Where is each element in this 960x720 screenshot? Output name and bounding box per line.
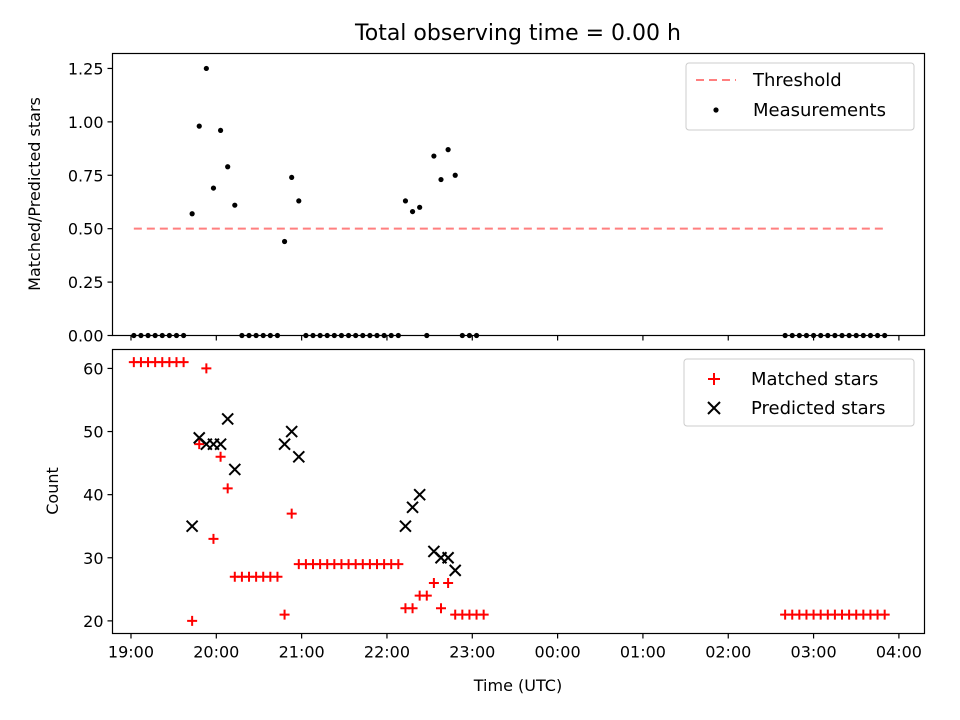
bottom-y-tick-label: 30	[83, 549, 103, 568]
predicted-stars-point	[292, 450, 305, 463]
bottom-x-tick-label: 01:00	[620, 643, 666, 662]
top-y-tick-label: 0.75	[68, 166, 104, 185]
predicted-stars-point	[228, 463, 242, 476]
bottom-panel-marks	[128, 357, 890, 626]
bottom-panel-frame	[111, 348, 926, 635]
measurements-point	[452, 172, 458, 178]
bottom-x-tick-label: 00:00	[535, 643, 581, 662]
top-panel-frame	[111, 52, 926, 337]
matched-legend-label: Matched stars	[751, 369, 878, 390]
measurements-legend-swatch	[713, 107, 719, 113]
matched-stars-point	[194, 439, 205, 450]
matched-stars-point	[421, 590, 432, 601]
matched-stars-point	[443, 578, 454, 589]
bottom-y-tick-label: 20	[83, 612, 103, 631]
measurements-point	[409, 208, 416, 215]
measurements-point	[196, 123, 202, 129]
top-y-tick-label: 1.25	[68, 59, 104, 78]
bottom-panel-ticks: 19:00 20:00 21:00 22:00 23:00 00:00 01:00 02:00…	[83, 359, 922, 661]
predicted-stars-point	[185, 520, 199, 533]
matched-stars-point	[428, 578, 439, 589]
matched-stars-point	[208, 533, 219, 544]
predicted-stars-point	[221, 412, 234, 426]
top-legend: Threshold Measurements	[685, 62, 915, 131]
bottom-x-tick-label: 20:00	[193, 643, 239, 662]
matched-stars-point	[201, 363, 212, 374]
bottom-x-tick-label: 21:00	[279, 643, 325, 662]
bottom-y-tick-label: 50	[83, 423, 103, 442]
measurements-point	[203, 65, 209, 72]
top-panel: 0.00 0.25 0.50 0.75 1.00 1.25 Matched/Predict…	[25, 52, 926, 346]
measurements-point	[431, 153, 437, 159]
measurements-point	[289, 174, 295, 181]
measurements-point	[210, 185, 217, 191]
top-legend-box	[685, 62, 915, 131]
bottom-panel-ylabel: Count	[43, 467, 62, 515]
top-y-tick-label: 1.00	[68, 113, 104, 132]
matched-stars-point	[393, 559, 404, 570]
predicted-stars-point	[449, 564, 462, 577]
bottom-legend: Matched stars Predicted stars	[683, 358, 915, 427]
matched-stars-point	[272, 571, 283, 582]
predicted-stars-point	[285, 425, 298, 438]
threshold-legend-label: Threshold	[752, 70, 842, 91]
measurements-point	[217, 127, 224, 134]
measurements-legend-label: Measurements	[753, 100, 886, 121]
bottom-legend-box	[683, 358, 915, 427]
measurements-point	[296, 198, 302, 204]
matched-stars-point	[407, 603, 418, 614]
top-y-tick-label: 0.00	[68, 327, 104, 346]
matched-stars-point	[178, 357, 189, 368]
bottom-x-tick-label: 19:00	[108, 643, 154, 662]
bottom-x-tick-label: 22:00	[364, 643, 410, 662]
predicted-stars-point	[214, 437, 227, 451]
measurements-point	[402, 198, 409, 204]
bottom-x-tick-label: 02:00	[705, 643, 751, 662]
matched-stars-point	[187, 615, 198, 626]
matched-legend-swatch	[708, 373, 720, 385]
predicted-stars-point	[406, 501, 419, 514]
measurements-point	[417, 204, 423, 210]
bottom-x-tick-label: 03:00	[791, 643, 837, 662]
predicted-stars-point	[278, 437, 291, 451]
bottom-x-tick-label: 23:00	[449, 643, 495, 662]
predicted-legend-swatch	[707, 401, 721, 415]
matched-stars-point	[435, 603, 446, 614]
measurements-point	[281, 238, 288, 245]
measurements-point	[445, 147, 451, 153]
matched-stars-point	[279, 609, 290, 620]
matched-stars-point	[879, 609, 890, 620]
measurements-point	[438, 176, 444, 183]
predicted-stars-point	[399, 520, 412, 533]
predicted-stars-point	[413, 488, 426, 501]
bottom-y-tick-label: 40	[83, 486, 103, 505]
bottom-y-tick-label: 60	[83, 359, 103, 378]
matched-stars-point	[478, 609, 489, 620]
measurements-point	[225, 164, 231, 170]
top-panel-ylabel: Matched/Predicted stars	[25, 97, 44, 291]
top-y-tick-label: 0.50	[68, 220, 104, 239]
bottom-panel: 19:00 20:00 21:00 22:00 23:00 00:00 01:00 02:00…	[43, 348, 926, 695]
matched-stars-point	[286, 508, 297, 519]
measurements-point	[189, 211, 195, 217]
top-y-tick-label: 0.25	[68, 273, 104, 292]
measurements-point	[232, 202, 238, 208]
predicted-legend-label: Predicted stars	[751, 398, 885, 419]
bottom-x-tick-label: 04:00	[876, 643, 922, 662]
chart-title: Total observing time = 0.00 h	[354, 21, 681, 46]
top-panel-ticks: 0.00 0.25 0.50 0.75 1.00 1.25	[68, 59, 900, 346]
matched-stars-point	[222, 483, 233, 494]
predicted-stars-point	[441, 551, 455, 564]
matched-stars-point	[215, 451, 226, 462]
bottom-panel-xlabel: Time (UTC)	[473, 676, 562, 695]
